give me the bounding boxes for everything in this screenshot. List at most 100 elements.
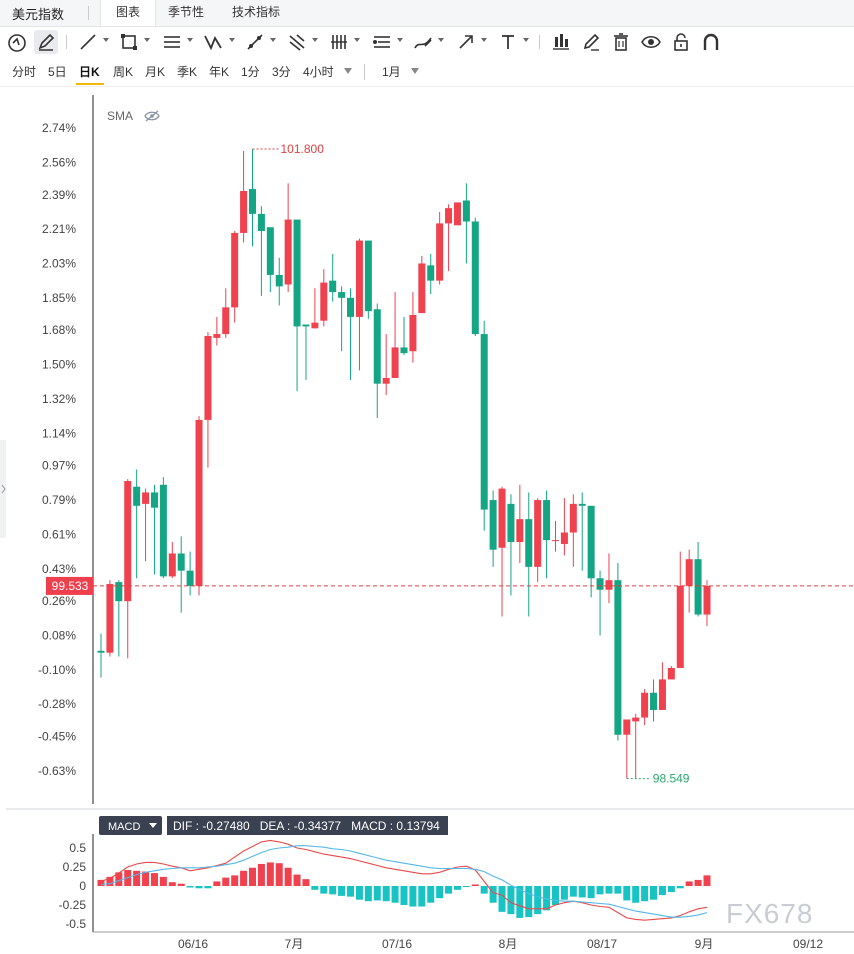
cycle-icon[interactable] [5, 30, 29, 54]
candle-body [106, 584, 114, 653]
candle-body [703, 585, 711, 615]
chevron-right-icon[interactable] [1, 484, 6, 494]
instrument-title: 美元指数 [12, 7, 65, 22]
candle-body [480, 334, 488, 510]
divider [66, 35, 67, 49]
candle-body [320, 282, 328, 321]
candle-body [391, 347, 399, 378]
y-tick-label: 2.03% [42, 256, 76, 270]
candle-body [596, 578, 604, 590]
macd-bar [186, 886, 194, 888]
macd-bar [445, 886, 453, 894]
bars-icon[interactable] [327, 30, 351, 54]
macd-tick-label: -0.25 [59, 898, 87, 912]
chevron-down-icon[interactable] [354, 38, 360, 42]
pencil-icon[interactable] [34, 30, 58, 54]
drawing-toolbar [0, 28, 854, 56]
macd-bar [623, 886, 631, 901]
chart-bars-icon[interactable] [549, 30, 573, 54]
macd-indicator-selector[interactable]: MACD [99, 816, 162, 835]
dif-line [100, 839, 708, 921]
period-weekly[interactable]: 周K [113, 65, 134, 79]
candle-body [97, 650, 105, 653]
chevron-down-icon[interactable] [411, 68, 419, 74]
pattern-icon[interactable] [201, 30, 225, 54]
arrow-icon[interactable] [454, 30, 478, 54]
candle-body [587, 505, 595, 579]
fork-icon[interactable] [285, 30, 309, 54]
panel-handle[interactable] [0, 440, 6, 538]
candlestick-chart[interactable]: 2.74% 2.56% 2.39% 2.21% 2.03% 1.85% 1.68% 1.50%… [0, 88, 854, 808]
period-monthly[interactable]: 月K [145, 65, 166, 79]
macd-bar [489, 886, 497, 903]
chevron-down-icon[interactable] [438, 38, 444, 42]
chevron-down-icon[interactable] [481, 38, 487, 42]
candles [97, 148, 711, 779]
candle-body [409, 314, 417, 352]
candle-body [667, 667, 675, 680]
brush-icon[interactable] [411, 30, 435, 54]
macd-bar [213, 881, 221, 886]
candle-body [240, 190, 248, 233]
macd-bar [204, 886, 212, 889]
y-tick-label: 0.08% [42, 629, 76, 643]
period-selector: 分时 5日 日K 周K 月K 季K 年K 1分 3分 4小时 1月 [0, 58, 854, 87]
tab-seasonality[interactable]: 季节性 [167, 5, 204, 19]
chevron-down-icon[interactable] [229, 38, 235, 42]
current-price-tag [46, 576, 93, 595]
gann-icon[interactable] [370, 30, 394, 54]
chevron-down-icon[interactable] [144, 38, 150, 42]
candle-body [694, 559, 702, 615]
chevron-down-icon[interactable] [187, 38, 193, 42]
macd-bar [195, 886, 203, 889]
divider [539, 35, 540, 49]
macd-bar [543, 886, 551, 911]
x-tick-label: 08/17 [587, 937, 617, 951]
chevron-down-icon[interactable] [344, 68, 352, 74]
macd-selector-label: MACD [108, 821, 140, 833]
macd-bar [436, 886, 444, 899]
period-yearly[interactable]: 年K [209, 65, 230, 79]
x-tick-label: 09/12 [793, 937, 823, 951]
line-icon[interactable] [76, 30, 100, 54]
chevron-down-icon[interactable] [523, 38, 529, 42]
period-3min[interactable]: 3分 [272, 65, 291, 79]
macd-bar [222, 877, 230, 886]
chevron-down-icon[interactable] [149, 823, 157, 828]
tab-technical-indicators[interactable]: 技术指标 [231, 5, 280, 19]
eye-icon[interactable] [639, 30, 663, 54]
tab-chart[interactable]: 图表 [100, 0, 156, 26]
period-intraday[interactable]: 分时 [12, 65, 37, 79]
eye-off-icon[interactable] [144, 110, 160, 122]
period-1min[interactable]: 1分 [241, 65, 260, 79]
low-label: 98.549 [653, 772, 690, 786]
rectangle-icon[interactable] [117, 30, 141, 54]
y-tick-label: 0.79% [42, 493, 76, 507]
period-quarterly[interactable]: 季K [177, 65, 198, 79]
y-tick-label: 1.85% [42, 291, 76, 305]
lock-icon[interactable] [669, 30, 693, 54]
trash-icon[interactable] [609, 30, 633, 54]
range-select[interactable]: 1月 [382, 65, 401, 79]
macd-chart[interactable]: 0.50.250-0.25-0.5 06/16 7月 07/16 8月 08/17 9月 0… [0, 808, 854, 954]
candle-body [302, 324, 310, 327]
macd-bar [667, 886, 675, 893]
chevron-down-icon[interactable] [103, 38, 109, 42]
period-5day[interactable]: 5日 [48, 65, 67, 79]
macd-bar [302, 879, 310, 886]
period-daily[interactable]: 日K [79, 65, 100, 79]
macd-bar [275, 863, 283, 886]
edit-icon[interactable] [579, 30, 603, 54]
measure-icon[interactable] [243, 30, 267, 54]
candle-body [204, 335, 212, 420]
text-icon[interactable] [496, 30, 520, 54]
y-tick-label: 1.50% [42, 358, 76, 372]
y-tick-label: 2.56% [42, 155, 76, 169]
period-4hour[interactable]: 4小时 [303, 65, 334, 79]
chevron-down-icon[interactable] [312, 38, 318, 42]
chevron-down-icon[interactable] [270, 38, 276, 42]
magnet-icon[interactable] [699, 30, 723, 54]
parallel-channel-icon[interactable] [160, 30, 184, 54]
chevron-down-icon[interactable] [397, 38, 403, 42]
chart-background [0, 88, 854, 808]
